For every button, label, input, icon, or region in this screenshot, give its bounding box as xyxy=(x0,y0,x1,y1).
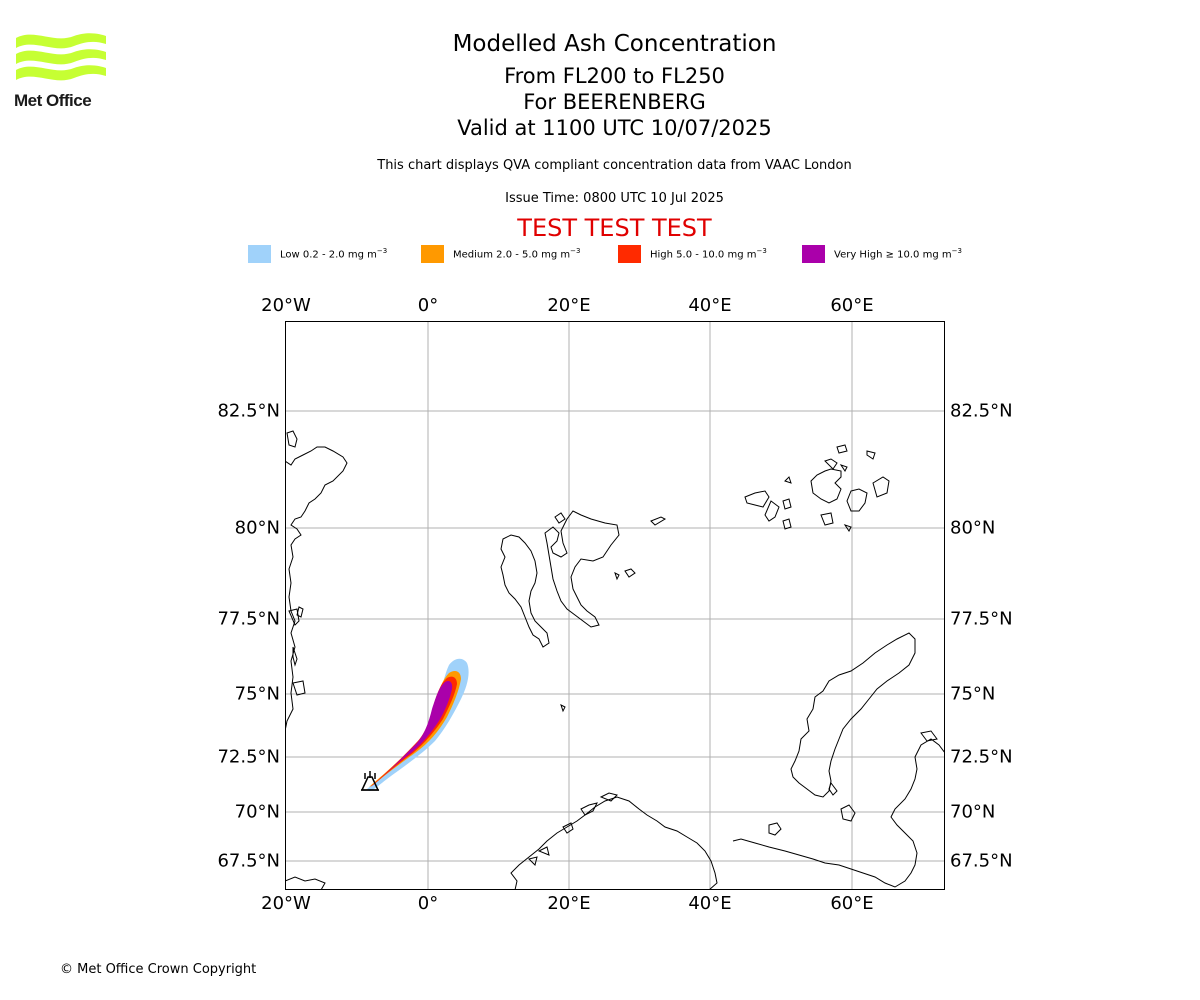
map-canvas xyxy=(285,321,945,890)
lon-tick-top-40e: 40°E xyxy=(688,295,732,316)
met-office-logo-icon xyxy=(16,33,106,81)
lat-tick-right-82-5: 82.5°N xyxy=(950,400,1013,422)
lat-tick-left-67-5: 67.5°N xyxy=(217,850,280,872)
ash-zone-very-high xyxy=(371,680,453,787)
lat-tick-right-77-5: 77.5°N xyxy=(950,608,1013,630)
lon-tick-bottom-20e: 20°E xyxy=(547,893,591,914)
legend-item-low: Low 0.2 - 2.0 mg m−3 xyxy=(248,244,387,264)
lon-tick-top-20w: 20°W xyxy=(261,295,311,316)
legend-swatch-high xyxy=(618,245,641,263)
lon-tick-top-20e: 20°E xyxy=(547,295,591,316)
volcano-name: For BEERENBERG xyxy=(523,90,706,114)
legend-label-very-high: Very High ≥ 10.0 mg m−3 xyxy=(834,247,962,261)
coast-novaya-zemlya xyxy=(790,632,916,798)
lat-tick-left-72-5: 72.5°N xyxy=(217,746,280,768)
legend-label-high: High 5.0 - 10.0 mg m−3 xyxy=(650,247,767,261)
valid-time: Valid at 1100 UTC 10/07/2025 xyxy=(457,116,772,140)
coast-svalbard xyxy=(500,534,550,648)
lat-tick-right-75: 75°N xyxy=(950,683,996,705)
legend-label-low: Low 0.2 - 2.0 mg m−3 xyxy=(280,247,388,261)
legend-item-high: High 5.0 - 10.0 mg m−3 xyxy=(618,244,767,264)
lon-tick-top-0: 0° xyxy=(417,295,439,316)
chart-description: This chart displays QVA compliant concen… xyxy=(377,158,852,173)
legend-swatch-very-high xyxy=(802,245,825,263)
lon-tick-bottom-40e: 40°E xyxy=(688,893,732,914)
legend-item-very-high: Very High ≥ 10.0 mg m−3 xyxy=(802,244,962,264)
lat-tick-right-67-5: 67.5°N xyxy=(950,850,1013,872)
map-gridlines xyxy=(285,321,945,890)
lon-tick-bottom-0: 0° xyxy=(417,893,439,914)
lat-tick-left-80: 80°N xyxy=(234,517,280,539)
lat-tick-right-70: 70°N xyxy=(950,801,996,823)
coastlines xyxy=(285,430,945,890)
logo-wordmark: Met Office xyxy=(14,91,92,110)
chart-title: Modelled Ash Concentration xyxy=(452,31,777,57)
issue-time: Issue Time: 0800 UTC 10 Jul 2025 xyxy=(505,191,724,206)
volcano-icon xyxy=(360,771,380,791)
coast-greenland xyxy=(285,446,348,732)
ash-map[interactable] xyxy=(285,321,945,890)
legend-item-medium: Medium 2.0 - 5.0 mg m−3 xyxy=(421,244,580,264)
lat-tick-left-82-5: 82.5°N xyxy=(217,400,280,422)
lat-tick-left-70: 70°N xyxy=(234,801,280,823)
lon-tick-top-60e: 60°E xyxy=(830,295,874,316)
ash-plume xyxy=(367,658,469,791)
lon-tick-bottom-20w: 20°W xyxy=(261,893,311,914)
coast-franz-josef xyxy=(744,490,770,508)
legend-swatch-medium xyxy=(421,245,444,263)
legend-label-medium: Medium 2.0 - 5.0 mg m−3 xyxy=(453,247,581,261)
coast-scandinavia xyxy=(510,796,718,890)
lat-tick-right-72-5: 72.5°N xyxy=(950,746,1013,768)
lat-tick-left-77-5: 77.5°N xyxy=(217,608,280,630)
copyright-notice: © Met Office Crown Copyright xyxy=(60,962,257,977)
test-banner: TEST TEST TEST xyxy=(517,214,712,242)
legend-swatch-low xyxy=(248,245,271,263)
lon-tick-bottom-60e: 60°E xyxy=(830,893,874,914)
flight-level-range: From FL200 to FL250 xyxy=(504,64,725,88)
map-frame xyxy=(285,321,945,890)
lat-tick-right-80: 80°N xyxy=(950,517,996,539)
lat-tick-left-75: 75°N xyxy=(234,683,280,705)
